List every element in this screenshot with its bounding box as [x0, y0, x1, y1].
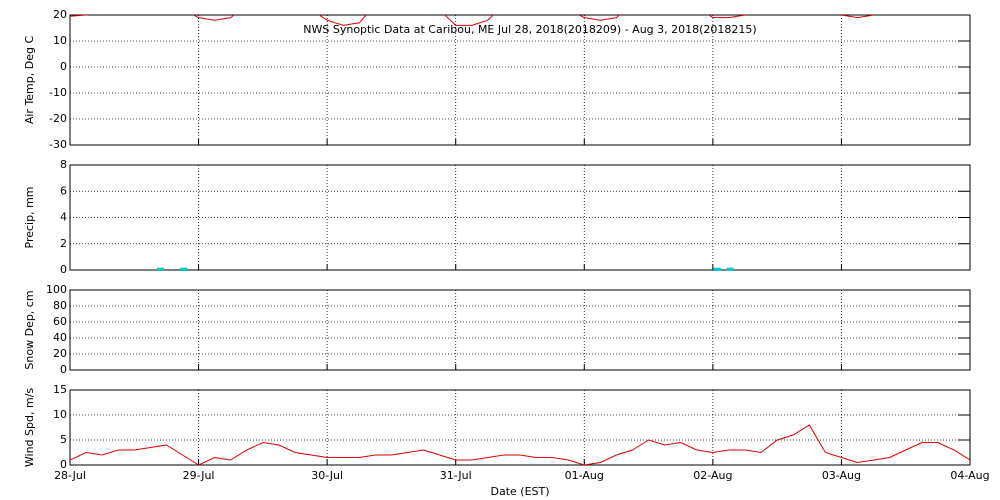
y-axis-label: Wind Spd, m/s: [23, 388, 36, 468]
x-tick-label: 03-Aug: [822, 469, 861, 482]
y-tick-label: 4: [60, 211, 67, 224]
bar: [726, 267, 734, 271]
x-tick-label: 29-Jul: [183, 469, 215, 482]
x-tick-label: 31-Jul: [440, 469, 472, 482]
y-tick-label: 60: [53, 315, 67, 328]
bar: [180, 267, 188, 271]
plot-frame: [69, 389, 971, 466]
data-line: [70, 15, 875, 26]
y-tick-label: -20: [49, 112, 67, 125]
plot-frame: [69, 289, 971, 371]
y-tick-label: 10: [53, 408, 67, 421]
chart-title: NWS Synoptic Data at Caribou, ME Jul 28,…: [303, 23, 756, 36]
y-tick-label: -30: [49, 138, 67, 151]
data-line: [70, 424, 970, 465]
y-tick-label: 40: [53, 331, 67, 344]
y-tick-label: 100: [46, 283, 67, 296]
bar: [157, 267, 164, 271]
x-axis-label: Date (EST): [490, 485, 549, 498]
y-tick-label: 8: [60, 158, 67, 171]
y-axis-label: Snow Dep, cm: [23, 290, 36, 369]
bar: [713, 267, 721, 271]
y-tick-label: 0: [60, 458, 67, 471]
y-tick-label: 0: [60, 363, 67, 376]
x-tick-label: 30-Jul: [311, 469, 343, 482]
y-axis-label: Air Temp, Deg C: [23, 36, 36, 125]
x-tick-label: 02-Aug: [693, 469, 732, 482]
y-tick-label: 0: [60, 60, 67, 73]
y-tick-label: 10: [53, 34, 67, 47]
y-tick-label: 5: [60, 433, 67, 446]
y-tick-label: 2: [60, 237, 67, 250]
x-tick-label: 28-Jul: [54, 469, 86, 482]
x-tick-label: 01-Aug: [565, 469, 604, 482]
y-axis-label: Precip, mm: [23, 187, 36, 249]
y-tick-label: 15: [53, 383, 67, 396]
y-tick-label: 6: [60, 184, 67, 197]
y-tick-label: 80: [53, 299, 67, 312]
y-tick-label: -10: [49, 86, 67, 99]
plot-frame: [69, 164, 971, 271]
x-tick-label: 04-Aug: [950, 469, 989, 482]
y-tick-label: 20: [53, 8, 67, 21]
y-tick-label: 20: [53, 347, 67, 360]
plot-frame: [69, 14, 971, 146]
y-tick-label: 0: [60, 263, 67, 276]
